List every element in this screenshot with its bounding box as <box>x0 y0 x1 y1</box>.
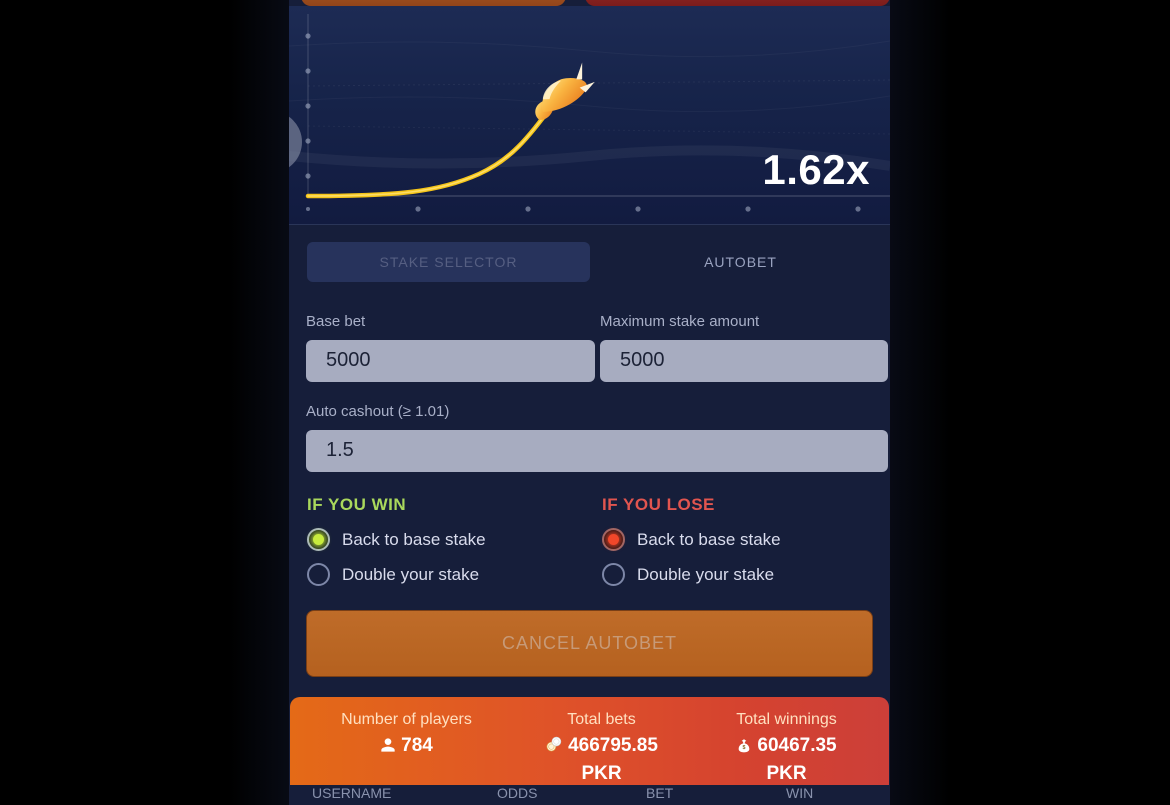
svg-text:$: $ <box>743 745 746 751</box>
